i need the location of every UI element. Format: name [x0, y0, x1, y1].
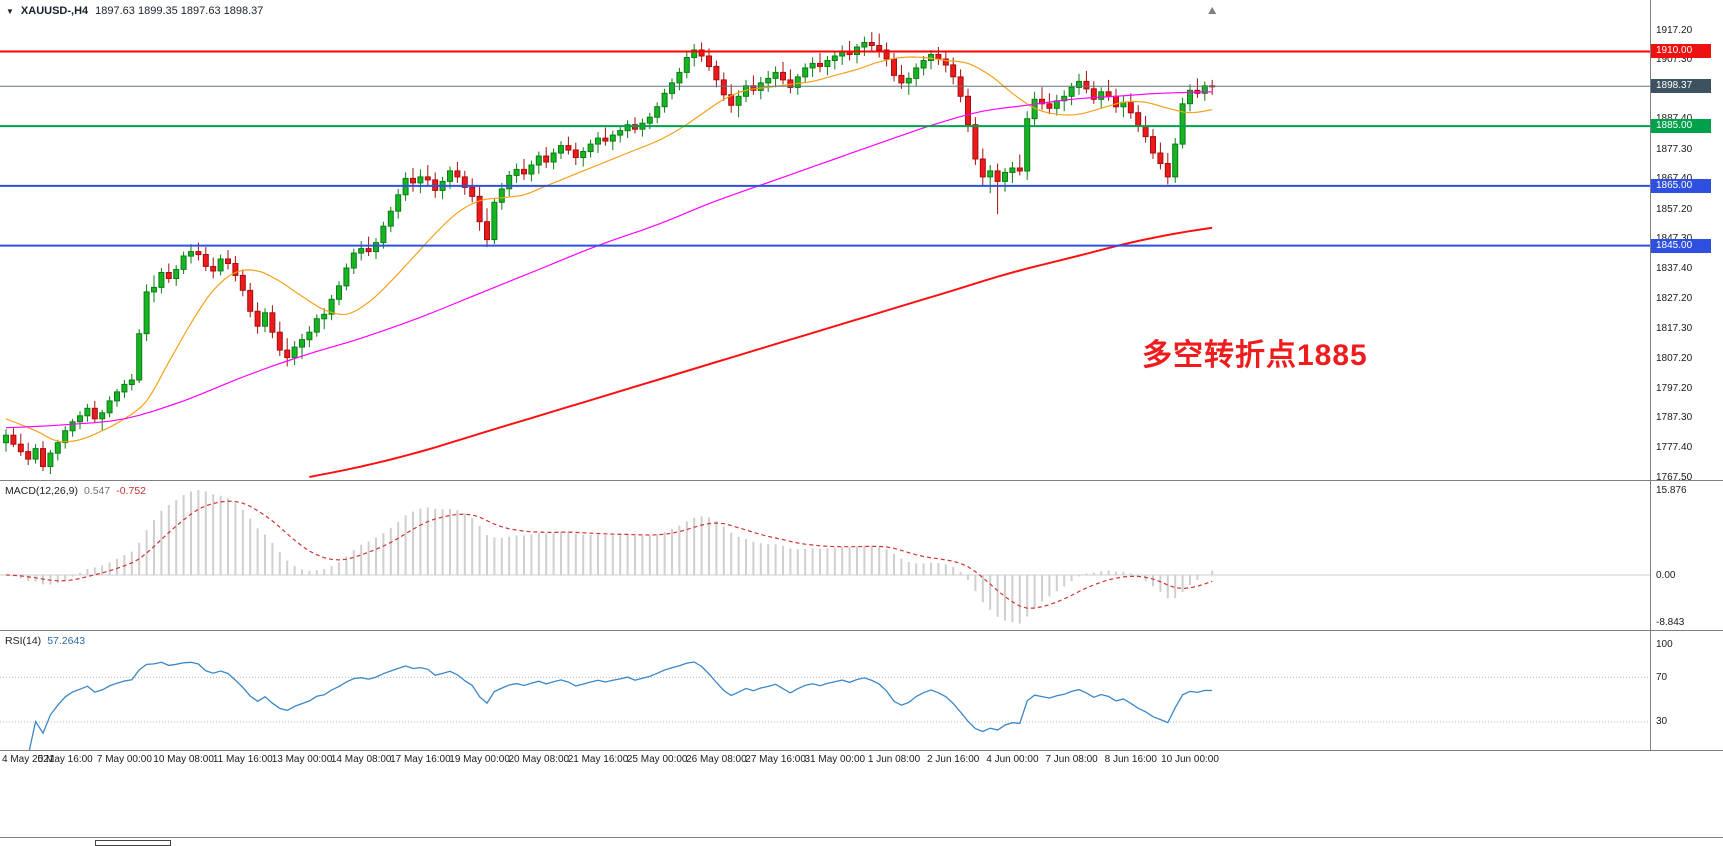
- time-axis-label: 20 May 08:00: [508, 754, 570, 765]
- axis-tick-label: 30: [1656, 716, 1668, 728]
- panel-divider[interactable]: [0, 630, 1723, 631]
- chart-header: ▼ XAUUSD-,H4 1897.63 1899.35 1897.63 189…: [6, 5, 263, 17]
- macd-label: MACD(12,26,9) 0.547 -0.752: [5, 485, 146, 497]
- axis-tick-label: 1807.20: [1656, 352, 1693, 364]
- time-axis-label: 5 May 16:00: [37, 754, 93, 765]
- rsi-name: RSI(14): [5, 635, 42, 647]
- moving-average-lines: [5, 56, 1213, 478]
- time-axis-label: 21 May 16:00: [567, 754, 629, 765]
- price-badge: 1910.00: [1651, 44, 1711, 59]
- axis-tick-label: 1837.40: [1656, 262, 1693, 274]
- axis-tick-label: 1777.40: [1656, 441, 1693, 453]
- annotation-text: 多空转折点1885: [1142, 339, 1368, 372]
- price-chart-panel[interactable]: ▼ XAUUSD-,H4 1897.63 1899.35 1897.63 189…: [0, 0, 1723, 481]
- symbol-timeframe-label: XAUUSD-,H4: [20, 5, 89, 17]
- collapse-icon[interactable]: ▼: [6, 6, 14, 16]
- time-axis-label: 17 May 16:00: [390, 754, 451, 765]
- time-axis-label: 31 May 00:00: [804, 754, 866, 765]
- axis-tick-label: 1917.20: [1656, 24, 1693, 36]
- time-axis-label: 14 May 08:00: [330, 754, 392, 765]
- macd-chart[interactable]: [0, 481, 1723, 631]
- axis-tick-label: 70: [1656, 671, 1668, 683]
- horizontal-level-lines[interactable]: [0, 50, 1650, 247]
- price-badge: 1845.00: [1651, 238, 1711, 253]
- ohlc-values: 1897.63 1899.35 1897.63 1898.37: [95, 5, 264, 17]
- axis-tick-label: 0.00: [1656, 569, 1676, 581]
- axis-tick-label: 15.876: [1656, 484, 1687, 496]
- time-axis[interactable]: [0, 751, 1723, 771]
- axis-tick-label: -8.843: [1656, 616, 1685, 628]
- bottom-partial-box: [95, 840, 171, 846]
- time-axis-label: 2 Jun 16:00: [927, 754, 980, 765]
- candlestick-chart[interactable]: [0, 0, 1723, 481]
- macd-main-value: 0.547: [83, 485, 111, 497]
- axis-tick-label: 1887.40: [1656, 113, 1692, 124]
- axis-tick-label: 1907.30: [1656, 54, 1693, 66]
- macd-name: MACD(12,26,9): [5, 485, 78, 497]
- rsi-chart[interactable]: [0, 631, 1723, 751]
- shift-marker-icon: [1208, 7, 1217, 14]
- rsi-panel[interactable]: RSI(14) 57.2643: [0, 631, 1723, 751]
- axis-tick-label: 1877.30: [1656, 143, 1693, 155]
- axis-tick-label: 1827.20: [1656, 293, 1693, 305]
- time-axis-label: 13 May 00:00: [271, 754, 333, 765]
- time-axis-label: 8 Jun 16:00: [1104, 754, 1157, 765]
- rsi-value: 57.2643: [47, 635, 86, 647]
- time-axis-label: 19 May 00:00: [449, 754, 510, 765]
- axis-tick-label: 1767.50: [1656, 471, 1693, 483]
- time-axis-label: 1 Jun 08:00: [867, 754, 921, 765]
- bottom-separator: [0, 837, 1723, 838]
- macd-panel[interactable]: MACD(12,26,9) 0.547 -0.752: [0, 481, 1723, 631]
- time-axis-label: 4 May 2021: [2, 754, 55, 765]
- rsi-line: [28, 661, 1213, 751]
- panel-divider[interactable]: [0, 750, 1723, 751]
- price-badge: 1885.00: [1651, 119, 1711, 134]
- axis-tick-label: 100: [1656, 638, 1673, 650]
- time-axis-label: 4 Jun 00:00: [986, 754, 1039, 765]
- price-badge: 1898.37: [1651, 79, 1711, 94]
- time-axis-label: 11 May 16:00: [212, 754, 273, 765]
- time-axis-label: 10 May 08:00: [153, 754, 214, 765]
- time-axis-label: 26 May 08:00: [686, 754, 747, 765]
- time-axis-label: 10 Jun 00:00: [1161, 754, 1219, 765]
- axis-tick-label: 1797.20: [1656, 382, 1693, 394]
- candles: [3, 32, 1216, 474]
- axis-tick-label: 1787.30: [1656, 412, 1693, 424]
- price-badge: 1865.00: [1651, 178, 1711, 193]
- axis-tick-label: 1857.20: [1656, 203, 1693, 215]
- time-axis-label: 7 May 00:00: [96, 754, 152, 765]
- axis-tick-label: 1817.30: [1656, 322, 1693, 334]
- macd-signal-line: [5, 500, 1213, 609]
- rsi-label: RSI(14) 57.2643: [5, 635, 85, 647]
- macd-signal-value: -0.752: [116, 485, 147, 497]
- time-axis-label: 25 May 00:00: [626, 754, 688, 765]
- time-axis-label: 7 Jun 08:00: [1045, 754, 1098, 765]
- axis-tick-label: 1867.40: [1656, 173, 1692, 184]
- rsi-level-lines: [0, 676, 1650, 723]
- price-scale-separator: [1650, 0, 1651, 751]
- time-axis-label: 27 May 16:00: [745, 754, 806, 765]
- panel-divider[interactable]: [0, 480, 1723, 481]
- macd-histogram: [12, 490, 1214, 624]
